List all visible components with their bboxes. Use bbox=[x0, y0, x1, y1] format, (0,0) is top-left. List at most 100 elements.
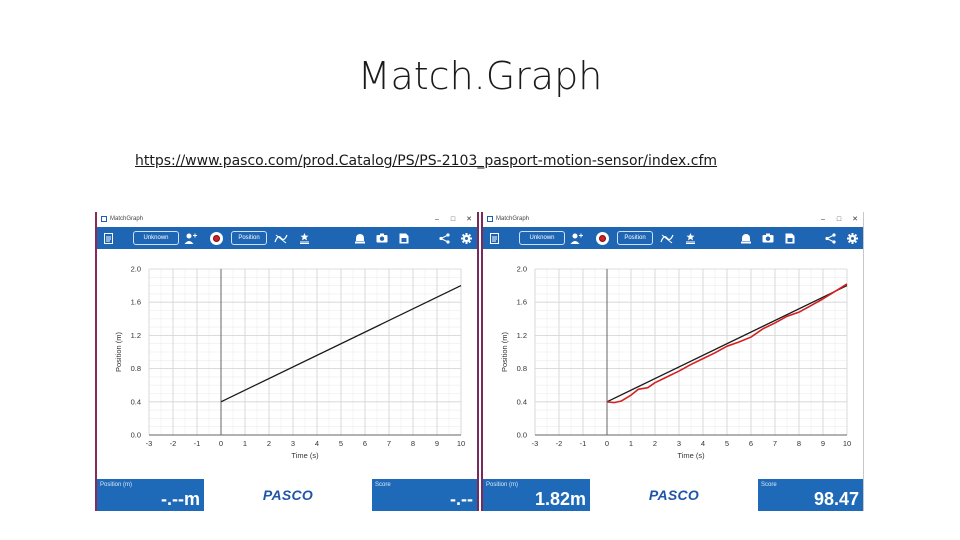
x-tick-label: 6 bbox=[749, 439, 753, 448]
save-icon[interactable] bbox=[393, 233, 415, 244]
brand-text: PASCO bbox=[262, 487, 314, 503]
toolbar: Unknown Position bbox=[97, 227, 477, 249]
y-tick-label: 2.0 bbox=[517, 265, 527, 274]
share-icon[interactable] bbox=[433, 232, 455, 244]
x-axis-label: Time (s) bbox=[291, 451, 319, 460]
x-tick-label: 10 bbox=[843, 439, 851, 448]
journal-icon[interactable] bbox=[483, 232, 505, 244]
y-tick-label: 0.8 bbox=[131, 364, 141, 373]
score-value: 98.47 bbox=[813, 489, 859, 509]
y-tick-label: 0.0 bbox=[517, 431, 527, 440]
x-tick-label: 9 bbox=[821, 439, 825, 448]
pasco-logo: PASCO bbox=[590, 479, 758, 511]
calibrate-icon[interactable] bbox=[679, 232, 701, 244]
x-tick-label: 6 bbox=[363, 439, 367, 448]
score-value: -.-- bbox=[450, 489, 473, 509]
save-icon[interactable] bbox=[779, 233, 801, 244]
x-tick-label: 2 bbox=[267, 439, 271, 448]
window-title: MatchGraph bbox=[110, 216, 144, 222]
x-tick-label: 3 bbox=[677, 439, 681, 448]
close-icon[interactable]: ✕ bbox=[466, 216, 472, 223]
x-tick-label: 7 bbox=[773, 439, 777, 448]
target-position-line bbox=[606, 285, 848, 403]
maximize-icon[interactable]: □ bbox=[836, 215, 842, 223]
x-tick-label: 4 bbox=[701, 439, 705, 448]
y-tick-label: 0.0 bbox=[131, 431, 141, 440]
position-time-chart: -3 -2 -1 0 1 2 3 4 5 6 7 8 9 10 0.0 0.4 0.8 1.2 1.6 2.0 Time… bbox=[114, 265, 465, 461]
x-tick-label: 5 bbox=[339, 439, 343, 448]
x-tick-label: 3 bbox=[291, 439, 295, 448]
y-tick-label: 1.2 bbox=[517, 331, 527, 340]
brand-text: PASCO bbox=[648, 487, 700, 503]
x-tick-label: 8 bbox=[411, 439, 415, 448]
y-tick-label: 1.6 bbox=[131, 298, 141, 307]
readout-bar: Position (m) -.--m PASCO Score -.-- bbox=[97, 479, 477, 511]
y-tick-label: 2.0 bbox=[131, 265, 141, 274]
add-user-icon[interactable] bbox=[565, 233, 587, 244]
matchgraph-window-left: MatchGraph – □ ✕ Unknown Position bbox=[95, 212, 479, 511]
graph-options-icon[interactable] bbox=[655, 233, 679, 244]
score-meter: Score -.-- bbox=[372, 479, 477, 511]
x-tick-label: 9 bbox=[435, 439, 439, 448]
position-label: Position (m) bbox=[486, 482, 519, 488]
x-tick-label: 0 bbox=[605, 439, 609, 448]
pasco-device-icon[interactable] bbox=[735, 233, 757, 244]
y-tick-label: 0.4 bbox=[517, 397, 527, 406]
graph-area[interactable]: -3 -2 -1 0 1 2 3 4 5 6 7 8 9 10 0.0 0.4 0.8 1.2 1.6 2.0 Time… bbox=[97, 249, 477, 479]
maximize-icon[interactable]: □ bbox=[450, 215, 456, 223]
graph-area[interactable]: -3 -2 -1 0 1 2 3 4 5 6 7 8 9 10 0.0 0.4 0.8 1.2 1.6 2.0 Time… bbox=[483, 249, 863, 479]
y-axis-label: Position (m) bbox=[500, 331, 509, 372]
title-bar: MatchGraph – □ ✕ bbox=[483, 212, 863, 226]
close-icon[interactable]: ✕ bbox=[852, 216, 858, 223]
app-icon bbox=[487, 216, 493, 222]
x-tick-label: 2 bbox=[653, 439, 657, 448]
pasco-logo: PASCO bbox=[204, 479, 372, 511]
product-link[interactable]: https://www.pasco.com/prod.Catalog/PS/PS… bbox=[135, 153, 718, 169]
graph-options-icon[interactable] bbox=[269, 233, 293, 244]
user-button[interactable]: Unknown bbox=[133, 231, 179, 245]
matchgraph-window-right: MatchGraph – □ ✕ Unknown Position bbox=[481, 212, 864, 511]
camera-icon[interactable] bbox=[371, 233, 393, 243]
x-tick-label: -3 bbox=[146, 439, 153, 448]
record-icon[interactable] bbox=[205, 231, 227, 245]
measured-position-line bbox=[606, 283, 848, 404]
calibrate-icon[interactable] bbox=[293, 232, 315, 244]
x-tick-label: 1 bbox=[629, 439, 633, 448]
position-meter: Position (m) 1.82m bbox=[483, 479, 590, 511]
app-icon bbox=[101, 216, 107, 222]
x-tick-label: 7 bbox=[387, 439, 391, 448]
record-icon[interactable] bbox=[591, 231, 613, 245]
x-tick-label: 5 bbox=[725, 439, 729, 448]
user-button[interactable]: Unknown bbox=[519, 231, 565, 245]
add-user-icon[interactable] bbox=[179, 233, 201, 244]
position-meter: Position (m) -.--m bbox=[97, 479, 204, 511]
readout-bar: Position (m) 1.82m PASCO Score 98.47 bbox=[483, 479, 863, 511]
position-time-chart: -3 -2 -1 0 1 2 3 4 5 6 7 8 9 10 0.0 0.4 0.8 1.2 1.6 2.0 Time… bbox=[500, 265, 851, 461]
x-tick-label: 10 bbox=[457, 439, 465, 448]
score-label: Score bbox=[375, 482, 391, 488]
slide-title: Match.Graph bbox=[357, 54, 603, 98]
y-tick-label: 1.6 bbox=[517, 298, 527, 307]
settings-icon[interactable] bbox=[841, 232, 863, 244]
x-axis-label: Time (s) bbox=[677, 451, 705, 460]
settings-icon[interactable] bbox=[455, 232, 477, 244]
minimize-icon[interactable]: – bbox=[821, 215, 825, 223]
pasco-device-icon[interactable] bbox=[349, 233, 371, 244]
x-tick-label: 0 bbox=[219, 439, 223, 448]
measurement-button[interactable]: Position bbox=[617, 231, 653, 245]
x-tick-label: -2 bbox=[556, 439, 563, 448]
journal-icon[interactable] bbox=[97, 232, 119, 244]
y-tick-label: 0.8 bbox=[517, 364, 527, 373]
position-value: 1.82m bbox=[534, 489, 586, 509]
x-tick-label: -3 bbox=[532, 439, 539, 448]
x-tick-label: 8 bbox=[797, 439, 801, 448]
share-icon[interactable] bbox=[819, 232, 841, 244]
measurement-button[interactable]: Position bbox=[231, 231, 267, 245]
y-tick-label: 1.2 bbox=[131, 331, 141, 340]
minimize-icon[interactable]: – bbox=[435, 215, 439, 223]
position-value: -.--m bbox=[161, 489, 200, 509]
toolbar: Unknown Position bbox=[483, 227, 863, 249]
x-tick-label: -1 bbox=[194, 439, 201, 448]
camera-icon[interactable] bbox=[757, 233, 779, 243]
x-tick-label: -2 bbox=[170, 439, 177, 448]
